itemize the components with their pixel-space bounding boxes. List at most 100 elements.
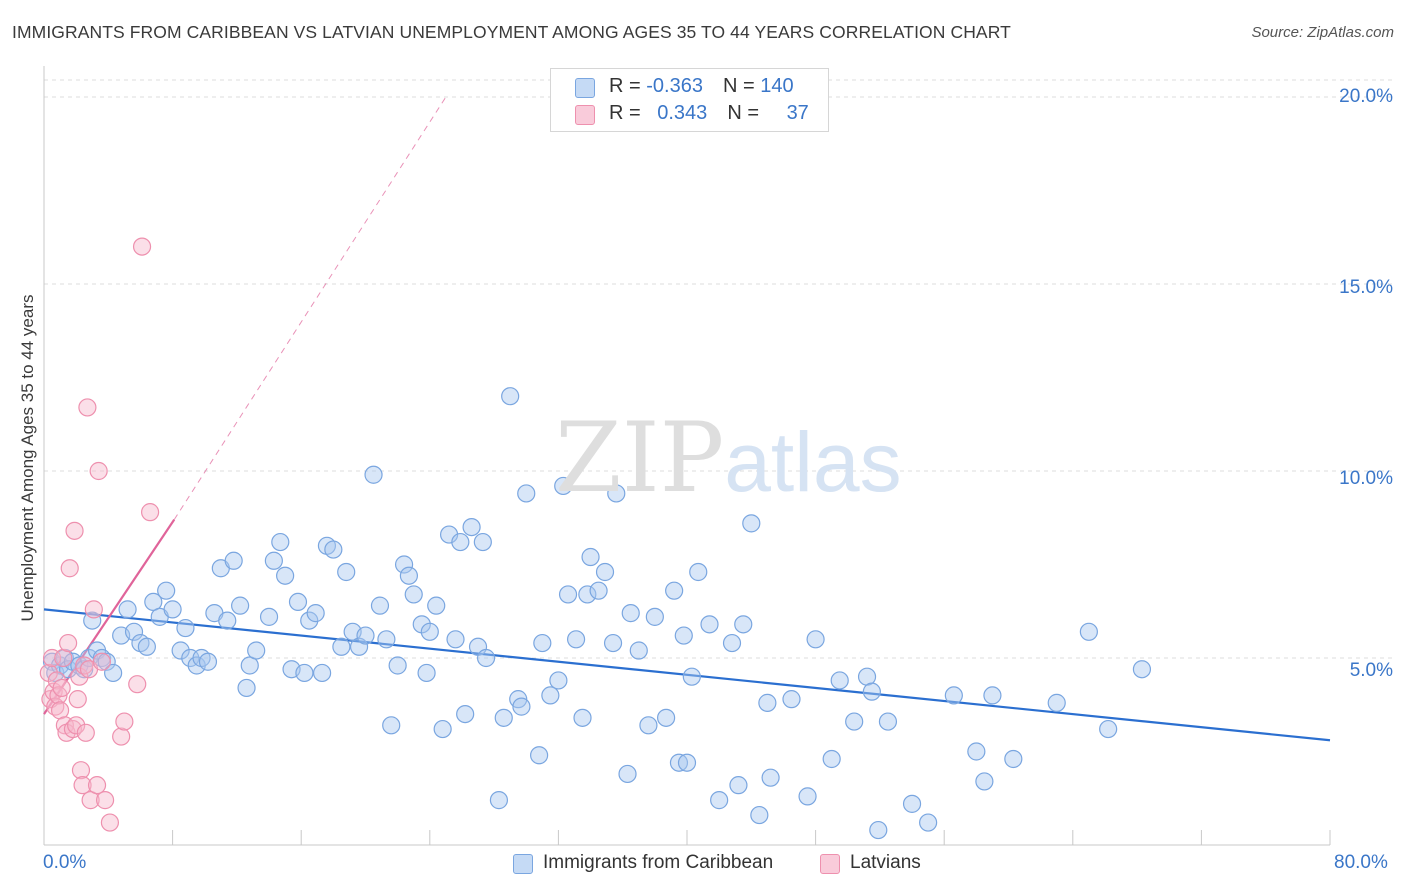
data-point-caribbean — [349, 637, 369, 656]
data-point-caribbean — [433, 719, 452, 739]
data-point-caribbean — [1004, 749, 1023, 769]
data-point-caribbean — [271, 532, 290, 552]
data-point-caribbean — [677, 753, 697, 772]
data-point-caribbean — [975, 772, 994, 791]
data-point-caribbean — [533, 633, 552, 653]
data-point-caribbean — [332, 637, 351, 656]
data-point-caribbean — [595, 562, 615, 582]
data-point-caribbean — [845, 712, 864, 731]
data-point-latvians — [92, 652, 111, 671]
data-point-latvians — [73, 776, 92, 795]
data-point-caribbean — [618, 764, 637, 784]
legend-r-value: 0.343 — [657, 102, 708, 124]
data-point-caribbean — [944, 686, 963, 705]
data-point-caribbean — [1079, 622, 1098, 641]
data-point-caribbean — [356, 626, 375, 645]
data-point-caribbean — [742, 514, 761, 533]
legend-n-value: 140 — [760, 75, 794, 97]
data-point-caribbean — [1132, 660, 1152, 679]
data-point-caribbean — [171, 641, 190, 660]
axes — [43, 66, 1331, 846]
data-point-caribbean — [862, 682, 881, 701]
data-point-caribbean — [370, 596, 390, 615]
data-point-caribbean — [878, 712, 898, 731]
data-point-latvians — [115, 712, 134, 731]
data-point-caribbean — [300, 611, 319, 630]
legend-swatch-pink — [575, 105, 595, 125]
data-point-caribbean — [607, 484, 626, 503]
data-point-caribbean — [501, 387, 520, 406]
data-point-caribbean — [629, 641, 648, 660]
data-point-caribbean — [124, 622, 144, 641]
data-point-caribbean — [259, 607, 279, 626]
data-point-caribbean — [782, 690, 801, 709]
data-point-caribbean — [761, 768, 780, 787]
data-point-caribbean — [554, 476, 573, 496]
data-point-latvians — [112, 727, 131, 746]
correlation-legend: R = -0.363 N = 140 R = 0.343 N = 37 — [550, 68, 829, 132]
data-point-latvians — [87, 776, 107, 795]
data-point-caribbean — [512, 697, 531, 716]
data-point-caribbean — [364, 465, 383, 484]
data-point-caribbean — [581, 547, 600, 567]
data-point-latvians — [84, 600, 103, 619]
data-point-caribbean — [700, 615, 719, 634]
data-point-caribbean — [603, 633, 623, 653]
legend-label-caribbean: Immigrants from Caribbean — [543, 852, 774, 873]
data-point-caribbean — [377, 630, 396, 649]
data-point-caribbean — [198, 652, 218, 671]
data-point-caribbean — [451, 532, 470, 552]
legend-r-label: R = — [609, 75, 647, 97]
data-point-caribbean — [722, 633, 742, 653]
data-point-caribbean — [157, 581, 176, 600]
source-credit: Source: ZipAtlas.com — [1251, 24, 1394, 41]
data-point-caribbean — [176, 618, 195, 638]
data-point-caribbean — [729, 776, 748, 795]
data-point-caribbean — [240, 656, 259, 675]
data-point-caribbean — [639, 716, 658, 735]
data-point-caribbean — [621, 604, 640, 623]
grid-lines — [44, 79, 1392, 659]
data-point-caribbean — [382, 716, 401, 735]
data-point-latvians — [68, 690, 87, 709]
data-point-caribbean — [494, 708, 513, 727]
data-point-caribbean — [476, 648, 496, 668]
y-tick-10: 10.0% — [1339, 468, 1393, 489]
data-point-caribbean — [137, 637, 156, 656]
data-point-latvians — [78, 398, 97, 417]
data-point-latvians — [81, 791, 100, 810]
data-point-latvians — [60, 559, 79, 578]
watermark-atlas: atlas — [724, 415, 902, 509]
data-point-caribbean — [231, 596, 250, 615]
watermark-zip: ZIP — [555, 402, 725, 514]
data-point-caribbean — [473, 532, 492, 552]
data-point-caribbean — [674, 626, 693, 645]
data-point-caribbean — [919, 813, 938, 832]
data-point-caribbean — [446, 630, 465, 649]
data-point-latvians — [71, 761, 91, 780]
data-point-caribbean — [902, 794, 922, 813]
data-point-caribbean — [399, 566, 419, 585]
data-point-latvians — [65, 521, 84, 540]
data-point-caribbean — [394, 555, 414, 574]
data-point-latvians — [100, 813, 120, 832]
y-tick-20: 20.0% — [1339, 86, 1393, 107]
data-point-latvians — [70, 667, 89, 686]
data-point-caribbean — [734, 615, 753, 634]
points-caribbean — [42, 387, 1152, 840]
data-point-caribbean — [218, 611, 237, 630]
trend-line-caribbean — [43, 608, 1331, 742]
data-point-caribbean — [276, 566, 295, 585]
trend-extension-latvians — [173, 96, 447, 520]
data-point-caribbean — [264, 551, 283, 570]
data-point-caribbean — [404, 585, 423, 604]
data-point-caribbean — [750, 805, 769, 825]
data-point-latvians — [89, 461, 108, 481]
legend-swatch-blue — [575, 78, 595, 98]
legend-label-latvians: Latvians — [850, 852, 921, 873]
data-point-caribbean — [144, 592, 163, 612]
data-point-caribbean — [657, 708, 676, 727]
legend-r-value: -0.363 — [646, 75, 703, 97]
data-point-latvians — [59, 633, 78, 653]
data-point-caribbean — [758, 693, 777, 712]
